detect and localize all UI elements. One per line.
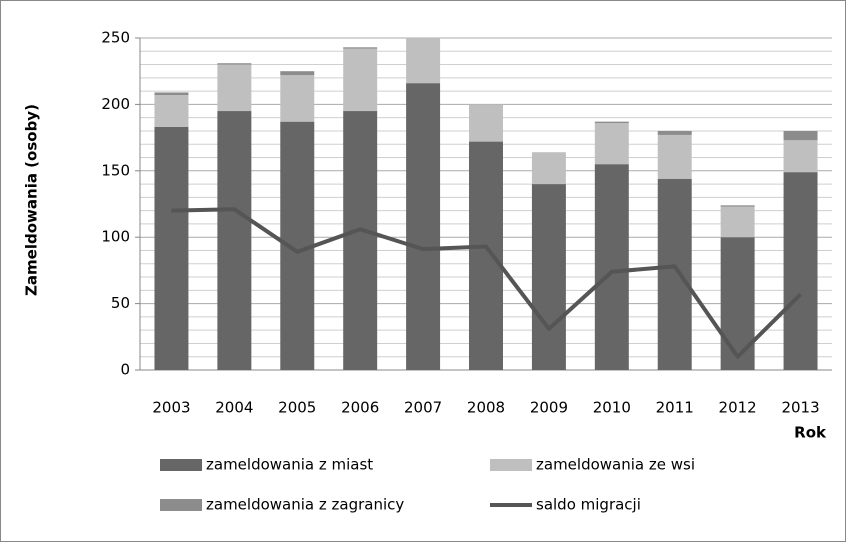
x-tick-label: 2010: [593, 399, 631, 417]
bar-segment: [657, 130, 692, 135]
bar-segment: [783, 130, 818, 141]
y-tick-label: 150: [101, 161, 130, 179]
y-tick-label: 100: [101, 228, 130, 246]
bar-segment: [217, 64, 252, 112]
x-axis-title: Rok: [794, 424, 827, 442]
line-series: [171, 207, 802, 359]
y-tick-label: 250: [101, 29, 130, 47]
x-tick-label: 2009: [530, 399, 568, 417]
legend-swatch: [490, 459, 532, 471]
x-tick-label: 2012: [719, 399, 757, 417]
legend-swatch: [160, 459, 202, 471]
bar-segment: [594, 122, 629, 165]
bar-segment: [594, 164, 629, 370]
x-tick-label: 2007: [404, 399, 442, 417]
bar-segment: [469, 104, 503, 142]
x-tick-label: 2004: [215, 399, 253, 417]
bar-segment: [657, 134, 692, 179]
legend-label: zameldowania ze wsi: [536, 456, 695, 474]
y-tick-label: 0: [120, 361, 130, 379]
bar-segment: [217, 111, 252, 370]
x-tick-label: 2008: [467, 399, 505, 417]
bar-segment: [720, 205, 755, 207]
bar-segment: [531, 184, 566, 370]
bar-segment: [783, 140, 818, 173]
bar-segment: [280, 75, 315, 122]
x-tick-label: 2011: [656, 399, 694, 417]
bar-segment: [469, 141, 503, 370]
bar-segment: [406, 38, 441, 84]
x-tick-label: 2013: [781, 399, 819, 417]
bar-segment: [720, 237, 755, 370]
bar-segment: [343, 47, 378, 49]
bar-segment: [657, 178, 692, 370]
x-tick-label: 2003: [152, 399, 190, 417]
bar-segment: [343, 48, 378, 112]
legend-label: zameldowania z miast: [206, 456, 373, 474]
bar-segment: [594, 121, 629, 123]
y-tick-label: 50: [111, 294, 130, 312]
bar-segment: [720, 206, 755, 238]
y-tick-label: 200: [101, 95, 130, 113]
bar-segment: [783, 172, 818, 370]
bar-segment: [154, 95, 189, 127]
y-axis-title: Zameldowania (osoby): [23, 104, 41, 296]
legend-swatch: [160, 499, 202, 511]
bar-segment: [280, 71, 315, 76]
bar-segment: [154, 126, 189, 370]
legend-label: zameldowania z zagranicy: [206, 496, 404, 514]
x-tick-label: 2005: [278, 399, 316, 417]
bar-segment: [406, 83, 441, 370]
legend-label: saldo migracji: [536, 496, 641, 514]
bar-segment: [217, 63, 252, 65]
bar-segment: [154, 92, 189, 96]
x-tick-label: 2006: [341, 399, 379, 417]
bar-segment: [531, 152, 566, 185]
bar-segment: [343, 111, 378, 370]
